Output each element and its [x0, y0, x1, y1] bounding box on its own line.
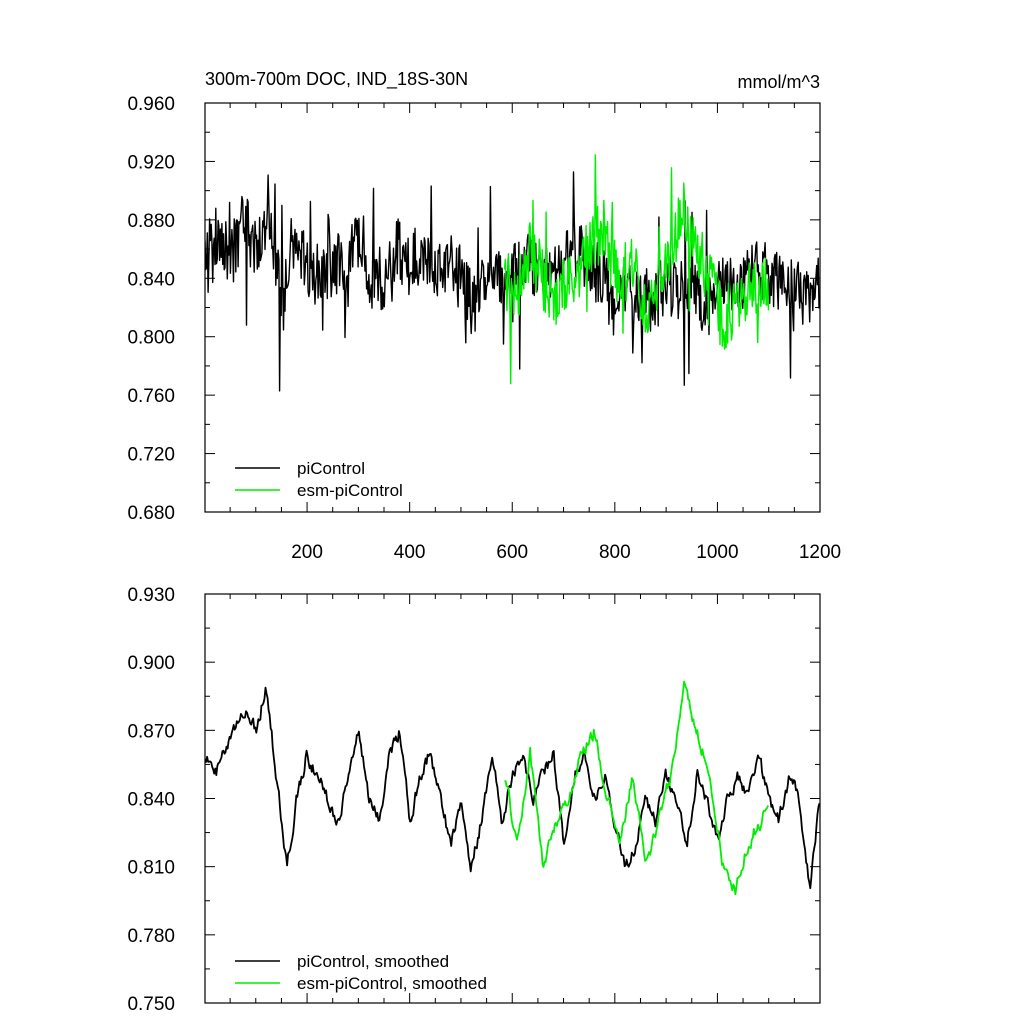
bottom-legend: piControl, smoothed esm-piControl, smooth… — [235, 952, 487, 993]
legend-label: piControl, smoothed — [297, 952, 449, 971]
legend-label: esm-piControl — [297, 481, 403, 500]
x-tick-label: 200 — [291, 542, 323, 563]
legend-label: esm-piControl, smoothed — [297, 974, 487, 993]
bottom-y-tick-label: 0.840 — [127, 790, 175, 811]
top-y-tick-label: 0.960 — [127, 94, 175, 115]
top-panel: 300m-700m DOC, IND_18S-30N mmol/m^3 0.68… — [127, 69, 841, 563]
bottom-y-tick-label: 0.900 — [127, 653, 175, 674]
series-line-picontrol-smoothed — [205, 686, 820, 890]
units-label: mmol/m^3 — [738, 72, 820, 92]
legend-label: piControl — [297, 459, 365, 478]
bottom-y-tick-label: 0.870 — [127, 721, 175, 742]
bottom-y-tick-label: 0.930 — [127, 585, 175, 606]
x-tick-label: 400 — [394, 542, 426, 563]
top-y-tick-label: 0.720 — [127, 445, 175, 466]
series-line-picontrol — [205, 171, 820, 392]
x-tick-label: 600 — [496, 542, 528, 563]
x-tick-label: 1000 — [696, 542, 738, 563]
bottom-y-tick-label: 0.750 — [127, 994, 175, 1015]
series-line-esm-picontrol — [503, 154, 770, 385]
bottom-panel: 0.750 0.780 0.810 0.840 0.870 0.900 0.930 piCo… — [127, 585, 821, 1015]
x-tick-label: 1200 — [799, 542, 841, 563]
series-line-esm-picontrol-smoothed — [504, 680, 770, 896]
top-y-tick-label: 0.840 — [127, 269, 175, 290]
bottom-y-tick-label: 0.780 — [127, 926, 175, 947]
top-y-tick-label: 0.920 — [127, 152, 175, 173]
top-y-tick-label: 0.880 — [127, 211, 175, 232]
chart-title: 300m-700m DOC, IND_18S-30N — [205, 69, 468, 90]
top-y-tick-label: 0.760 — [127, 386, 175, 407]
x-tick-label: 800 — [599, 542, 631, 563]
bottom-y-tick-label: 0.810 — [127, 858, 175, 879]
top-y-tick-label: 0.800 — [127, 328, 175, 349]
top-y-tick-label: 0.680 — [127, 503, 175, 524]
bottom-plot-frame — [204, 593, 821, 1004]
top-legend: piControl esm-piControl — [235, 459, 403, 500]
